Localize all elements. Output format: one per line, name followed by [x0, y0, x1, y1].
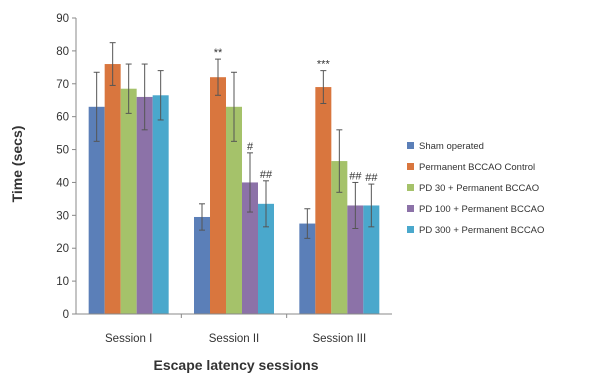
significance-annotation: ** [214, 47, 223, 59]
y-tick-label: 50 [56, 145, 69, 157]
bar [210, 77, 226, 314]
y-tick-label: 70 [56, 79, 69, 91]
significance-annotation: *** [317, 59, 331, 71]
y-tick-label: 0 [63, 309, 69, 321]
y-tick-label: 10 [56, 276, 69, 288]
bar [104, 64, 121, 315]
bar [226, 106, 242, 314]
x-axis-title: Escape latency sessions [154, 357, 319, 373]
legend-swatch [407, 226, 414, 233]
legend-swatch [407, 184, 414, 191]
x-tick-label: Session II [209, 333, 260, 345]
significance-annotation: ## [365, 172, 378, 184]
legend-swatch [407, 142, 414, 149]
bars: *****### ## ## [88, 42, 380, 315]
bar [299, 223, 316, 314]
y-tick-label: 60 [56, 112, 69, 124]
bar [136, 96, 153, 314]
legend-label: PD 300 + Permanent BCCAO [419, 225, 544, 236]
significance-annotation: ## [349, 170, 362, 182]
bar [120, 88, 137, 314]
y-tick-label: 20 [56, 243, 69, 255]
bar [331, 161, 348, 314]
legend-label: PD 30 + Permanent BCCAO [419, 183, 539, 194]
legend: Sham operated Permanent BCCAO Control PD 3… [407, 141, 544, 236]
bar [363, 205, 380, 314]
y-axis-title: Time (secs) [9, 126, 25, 203]
significance-annotation: ## [260, 169, 273, 181]
bar [152, 95, 169, 315]
x-tick-label: Session I [105, 333, 152, 345]
bar [242, 182, 258, 314]
legend-label: Sham operated [419, 141, 484, 152]
legend-label: PD 100 + Permanent BCCAO [419, 204, 544, 215]
significance-annotation: # [247, 141, 254, 153]
legend-swatch [407, 163, 414, 170]
legend-swatch [407, 205, 414, 212]
bar [88, 106, 105, 314]
legend-label: Permanent BCCAO Control [419, 162, 535, 173]
y-tick-label: 30 [56, 210, 69, 222]
y-axis: 0 10 20 30 40 50 60 70 80 90 [56, 13, 77, 321]
y-tick-label: 40 [56, 177, 69, 189]
x-tick-label: Session III [312, 333, 366, 345]
y-tick-label: 90 [56, 13, 69, 25]
bar [258, 203, 274, 314]
bar [315, 87, 332, 314]
bar [347, 205, 364, 314]
x-axis: Session I Session II Session III [76, 313, 392, 345]
bar [194, 216, 210, 314]
y-tick-label: 80 [56, 46, 69, 58]
